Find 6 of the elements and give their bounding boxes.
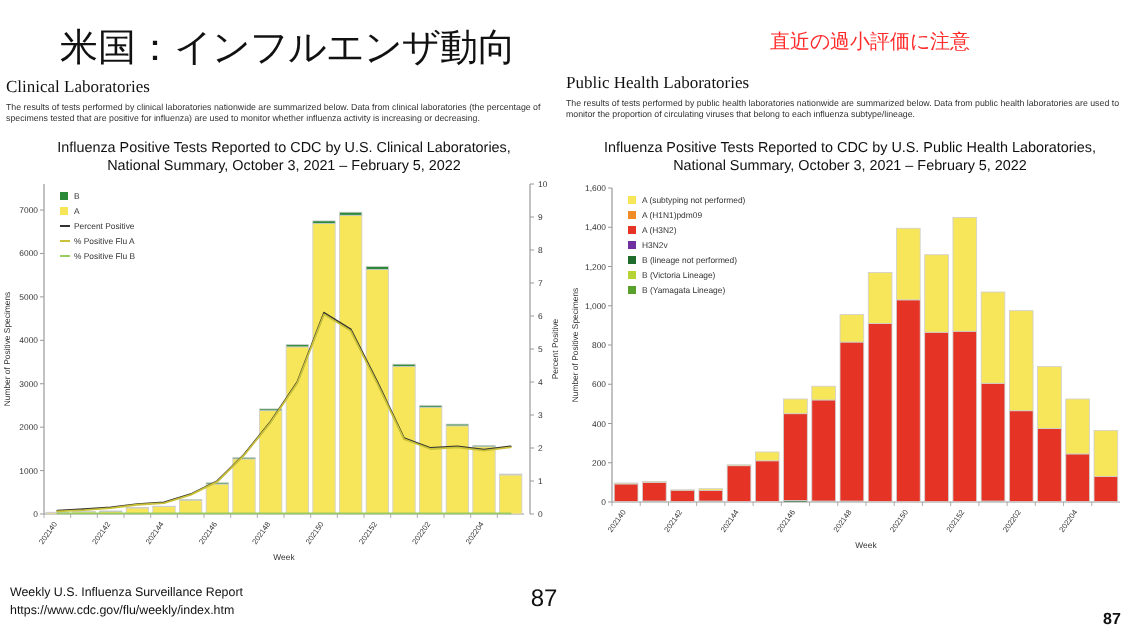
text: Public Health Laboratories (566, 72, 750, 92)
text: 米国：インフルエンザ動向 (60, 28, 516, 70)
text: 87 (530, 584, 558, 612)
text: 87 (1103, 610, 1122, 628)
text: Clinical Laboratories (6, 76, 150, 96)
text: 直近の過小評価に注意 (770, 30, 970, 54)
